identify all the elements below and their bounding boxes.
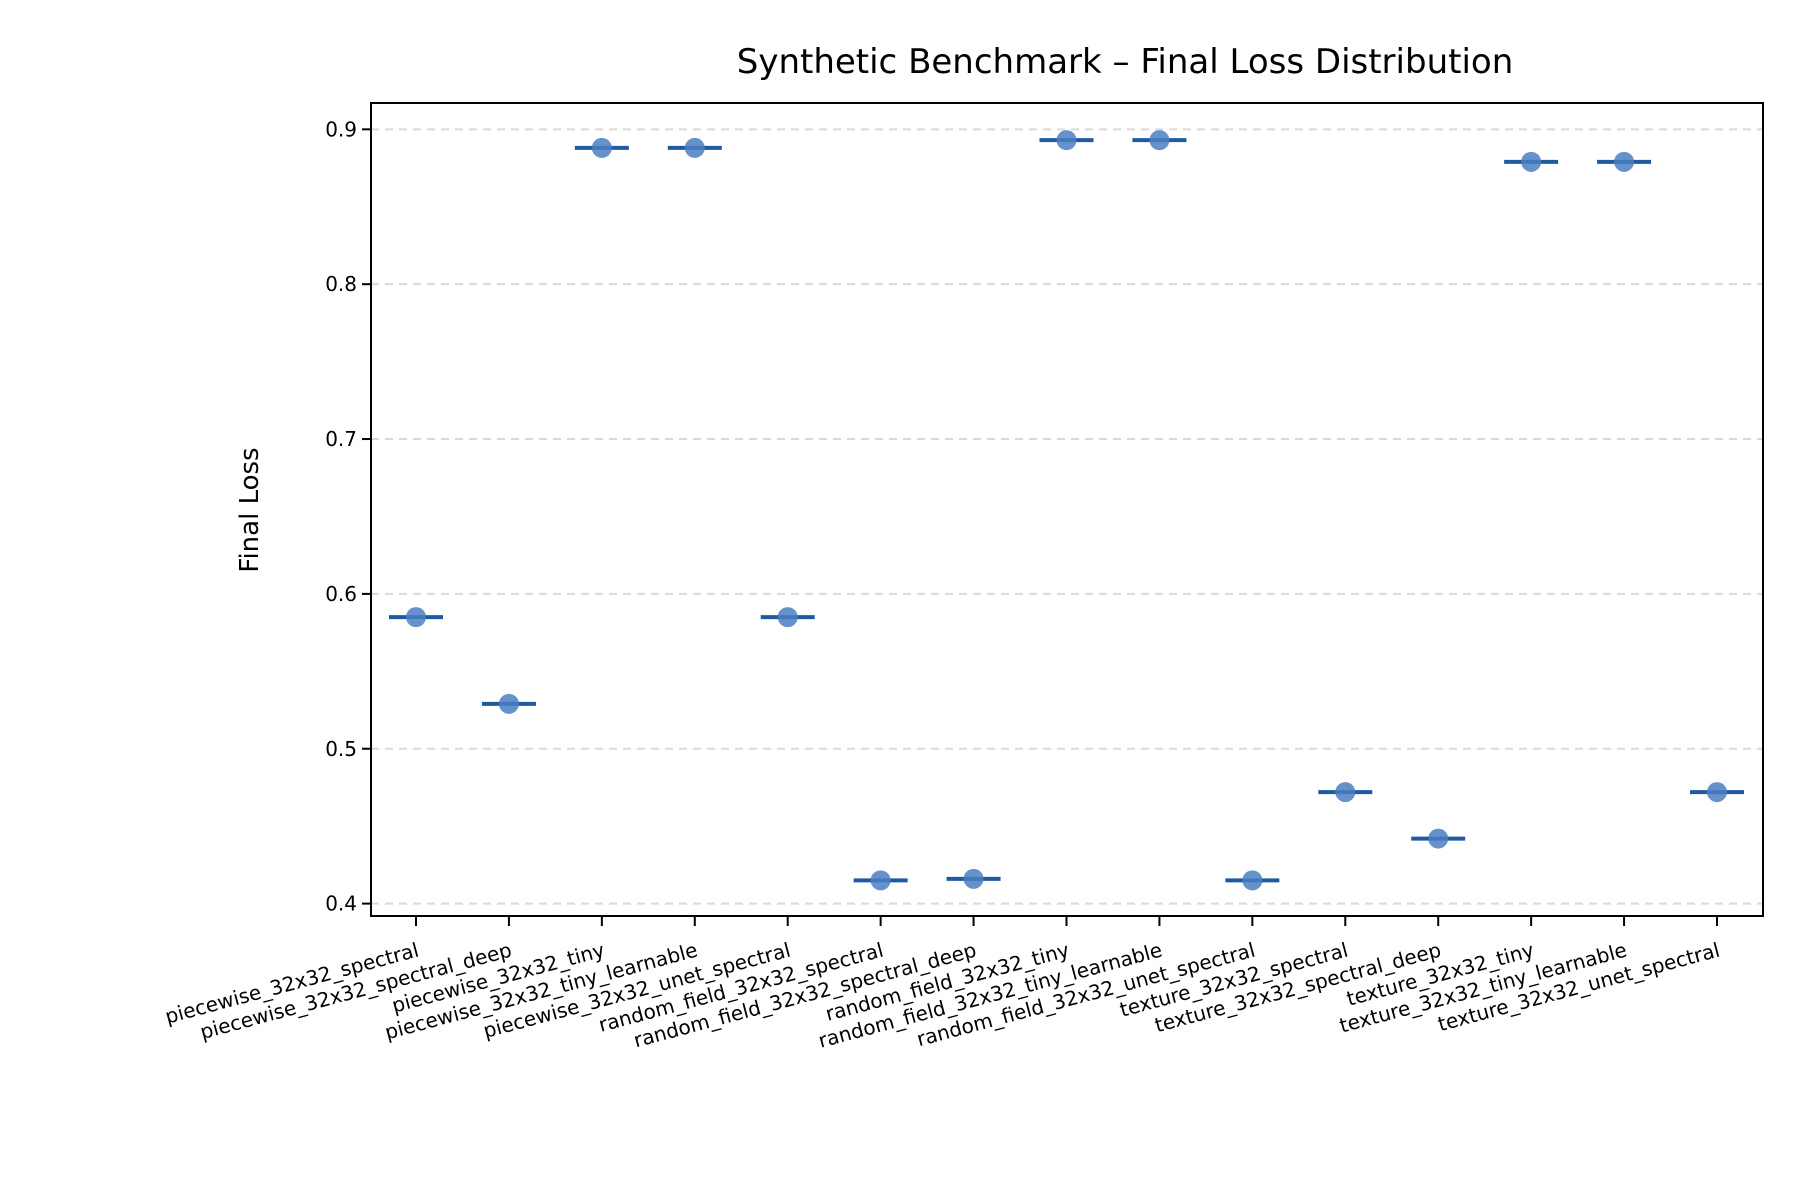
y-tick-label: 0.6 <box>325 582 357 606</box>
data-point <box>406 607 426 628</box>
data-point <box>1335 782 1356 803</box>
x-axis: piecewise_32x32_spectralpiecewise_32x32_… <box>162 916 1722 1053</box>
chart-title: Synthetic Benchmark – Final Loss Distrib… <box>737 42 1514 82</box>
data-point <box>1149 130 1170 151</box>
data-point <box>591 137 612 158</box>
data-point <box>1707 782 1727 803</box>
data-point <box>1242 870 1263 891</box>
data-point <box>870 870 891 891</box>
marks-layer <box>389 130 1744 891</box>
data-point <box>1614 151 1635 172</box>
data-point <box>1428 828 1449 849</box>
data-point <box>1521 151 1542 172</box>
y-axis-label: Final Loss <box>235 447 265 572</box>
plot-frame <box>370 102 1764 917</box>
y-tick-label: 0.7 <box>325 427 357 451</box>
y-tick-label: 0.5 <box>325 737 357 761</box>
data-point <box>777 607 798 628</box>
y-tick-label: 0.4 <box>325 892 357 916</box>
data-point <box>498 693 519 714</box>
y-axis: 0.4 0.5 0.6 0.7 0.8 0.9 <box>325 117 371 916</box>
y-tick-label: 0.8 <box>325 272 357 296</box>
data-point <box>684 137 705 158</box>
data-point <box>963 868 984 889</box>
y-tick-label: 0.9 <box>325 117 357 141</box>
data-point <box>1056 130 1077 151</box>
grid-layer <box>371 128 1763 905</box>
